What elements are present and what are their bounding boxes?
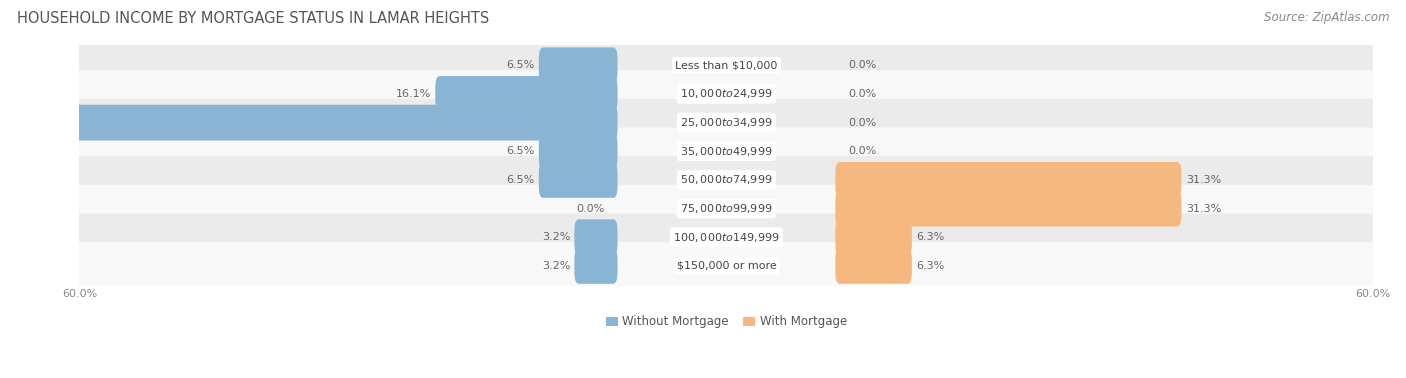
FancyBboxPatch shape [0, 105, 617, 141]
FancyBboxPatch shape [75, 42, 1378, 89]
Text: 0.0%: 0.0% [848, 146, 876, 156]
Text: $75,000 to $99,999: $75,000 to $99,999 [681, 202, 773, 215]
Text: 3.2%: 3.2% [541, 232, 569, 242]
FancyBboxPatch shape [75, 185, 1378, 232]
FancyBboxPatch shape [538, 133, 617, 169]
Text: 31.3%: 31.3% [1185, 204, 1220, 214]
Text: Source: ZipAtlas.com: Source: ZipAtlas.com [1264, 11, 1389, 24]
FancyBboxPatch shape [75, 214, 1378, 261]
Text: HOUSEHOLD INCOME BY MORTGAGE STATUS IN LAMAR HEIGHTS: HOUSEHOLD INCOME BY MORTGAGE STATUS IN L… [17, 11, 489, 26]
FancyBboxPatch shape [75, 156, 1378, 204]
Text: $50,000 to $74,999: $50,000 to $74,999 [681, 174, 773, 186]
Text: 6.3%: 6.3% [917, 261, 945, 271]
Legend: Without Mortgage, With Mortgage: Without Mortgage, With Mortgage [602, 311, 852, 333]
Text: 31.3%: 31.3% [1185, 175, 1220, 185]
FancyBboxPatch shape [575, 219, 617, 255]
Text: $35,000 to $49,999: $35,000 to $49,999 [681, 145, 773, 158]
FancyBboxPatch shape [835, 219, 912, 255]
Text: 3.2%: 3.2% [541, 261, 569, 271]
Text: $100,000 to $149,999: $100,000 to $149,999 [673, 231, 780, 244]
Text: 58.1%: 58.1% [3, 118, 38, 128]
FancyBboxPatch shape [538, 47, 617, 83]
Text: 0.0%: 0.0% [848, 89, 876, 99]
FancyBboxPatch shape [75, 242, 1378, 290]
Text: 6.5%: 6.5% [506, 175, 534, 185]
Text: 6.3%: 6.3% [917, 232, 945, 242]
Text: 6.5%: 6.5% [506, 146, 534, 156]
Text: $10,000 to $24,999: $10,000 to $24,999 [681, 87, 773, 101]
Text: 0.0%: 0.0% [848, 118, 876, 128]
FancyBboxPatch shape [75, 99, 1378, 146]
FancyBboxPatch shape [835, 191, 1181, 226]
FancyBboxPatch shape [75, 70, 1378, 118]
Text: $150,000 or more: $150,000 or more [676, 261, 776, 271]
FancyBboxPatch shape [835, 248, 912, 284]
FancyBboxPatch shape [538, 162, 617, 198]
Text: $25,000 to $34,999: $25,000 to $34,999 [681, 116, 773, 129]
FancyBboxPatch shape [75, 127, 1378, 175]
Text: 16.1%: 16.1% [395, 89, 432, 99]
Text: 0.0%: 0.0% [848, 60, 876, 70]
FancyBboxPatch shape [575, 248, 617, 284]
FancyBboxPatch shape [835, 162, 1181, 198]
Text: 0.0%: 0.0% [576, 204, 605, 214]
Text: 6.5%: 6.5% [506, 60, 534, 70]
FancyBboxPatch shape [436, 76, 617, 112]
Text: Less than $10,000: Less than $10,000 [675, 60, 778, 70]
